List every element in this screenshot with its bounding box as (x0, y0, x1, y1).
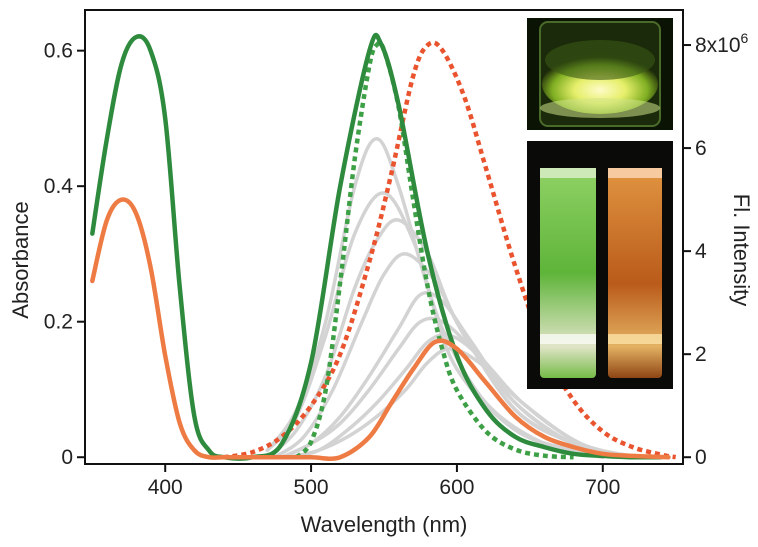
plot-frame (84, 9, 684, 465)
series-line-gray-3 (272, 252, 620, 459)
x-tick-label: 700 (585, 476, 620, 499)
series-line-gray-5 (280, 316, 634, 459)
inset-photos (527, 18, 673, 389)
y-axis-right-title: Fl. Intensity (729, 194, 754, 306)
y-left-tick-label: 0.2 (44, 311, 73, 334)
y-left-tick-label: 0 (61, 446, 73, 469)
series-line-red_dotted-dotted-8 (223, 40, 677, 460)
y-right-tick-label: 2 (695, 343, 707, 366)
series-line-gray-7 (287, 347, 641, 459)
series-line-gray-0 (265, 136, 605, 459)
y-right-tick-label: 8x106 (695, 30, 749, 57)
series-line-orange-11 (90, 197, 671, 461)
y-right-tick-label: 0 (695, 446, 707, 469)
x-tick-label: 400 (148, 476, 183, 499)
y-axis-left-title: Absorbance (8, 201, 33, 318)
series-line-green-10 (90, 32, 664, 461)
series-line-green_dotted-dotted-9 (294, 40, 574, 460)
y-left-tick-label: 0.6 (44, 40, 73, 63)
x-tick-label: 500 (294, 476, 329, 499)
x-axis-title: Wavelength (nm) (301, 512, 468, 537)
x-tick-label: 600 (439, 476, 474, 499)
inset-photo-vials (527, 141, 673, 389)
series-line-gray-1 (265, 191, 605, 459)
y-right-tick-label: 4 (695, 240, 707, 263)
series-layer (90, 32, 677, 461)
inset-photo-solid (527, 18, 673, 130)
y-right-tick-exponent: 6 (741, 30, 749, 46)
y-left-tick-label: 0.4 (44, 175, 74, 198)
y-right-tick-label: 6 (695, 137, 707, 160)
